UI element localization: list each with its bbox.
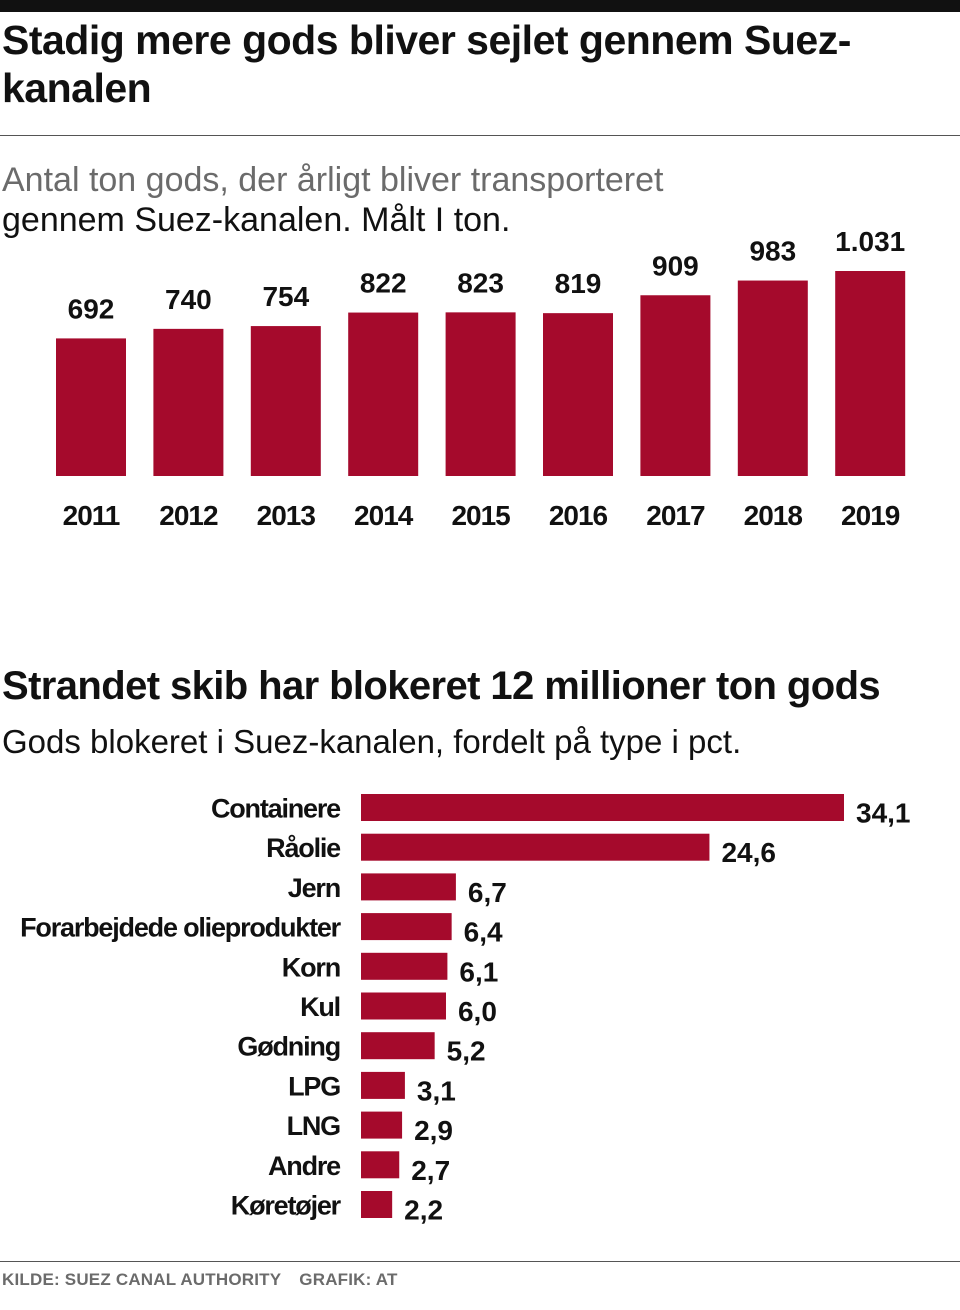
value-label-2017: 909 xyxy=(652,250,699,281)
bar-2011 xyxy=(56,338,126,476)
bar-2014 xyxy=(348,312,419,476)
value-label-2015: 823 xyxy=(457,267,504,298)
bar-2015 xyxy=(445,312,516,476)
year-label-2011: 2011 xyxy=(63,500,120,531)
category-label-kul: Kul xyxy=(300,992,340,1022)
bar-lng xyxy=(361,1111,403,1139)
bar-k-ret-jer xyxy=(361,1191,393,1218)
value-label-2014: 822 xyxy=(360,268,407,299)
category-label-korn: Korn xyxy=(282,952,340,982)
category-label-r-olie: Råolie xyxy=(266,833,341,863)
category-label-g-dning: Gødning xyxy=(237,1032,340,1062)
value-label-lng: 2,9 xyxy=(414,1115,453,1146)
value-label-g-dning: 5,2 xyxy=(447,1036,486,1067)
bar-2019 xyxy=(835,271,906,476)
title-divider xyxy=(0,135,960,136)
bar-g-dning xyxy=(361,1032,435,1060)
bar-jern xyxy=(361,873,456,901)
value-label-lpg: 3,1 xyxy=(417,1075,456,1106)
value-label-2019: 1.031 xyxy=(835,230,905,257)
subtitle-line-1: Antal ton gods, der årligt bliver transp… xyxy=(2,161,664,199)
graphic-credit: GRAFIK: AT xyxy=(299,1270,398,1289)
blocked-cargo-subtitle: Gods blokeret i Suez-kanalen, fordelt på… xyxy=(2,723,742,760)
blocked-cargo-title: Strandet skib har blokeret 12 millioner … xyxy=(2,664,881,708)
bar-2017 xyxy=(640,295,711,476)
footer: KILDE: SUEZ CANAL AUTHORITY GRAFIK: AT xyxy=(2,1270,398,1290)
top-bar xyxy=(0,0,960,12)
category-label-jern: Jern xyxy=(288,873,340,903)
bar-2018 xyxy=(737,280,808,476)
value-label-containere: 34,1 xyxy=(856,798,911,829)
year-label-2018: 2018 xyxy=(744,500,803,531)
category-label-containere: Containere xyxy=(211,794,341,824)
source-credit: KILDE: SUEZ CANAL AUTHORITY xyxy=(2,1270,282,1289)
category-label-k-ret-jer: Køretøjer xyxy=(231,1191,342,1221)
value-label-kul: 6,0 xyxy=(458,996,497,1027)
bar-2012 xyxy=(153,328,224,476)
category-label-forarbejdede-olieprodukter: Forarbejdede olieprodukter xyxy=(20,913,342,943)
footer-divider xyxy=(0,1261,960,1262)
bar-2013 xyxy=(250,326,321,476)
bar-lpg xyxy=(361,1071,405,1099)
year-label-2017: 2017 xyxy=(646,500,705,531)
value-label-2013: 754 xyxy=(262,281,309,312)
bar-forarbejdede-olieprodukter xyxy=(361,913,452,941)
bar-2016 xyxy=(543,313,613,476)
subtitle-line-2: gennem Suez-kanalen. Målt I ton. xyxy=(2,201,511,239)
bar-kul xyxy=(361,992,446,1020)
chart-title: Stadig mere gods bliver sejlet gennem Su… xyxy=(2,17,851,111)
cargo-type-bar-chart: Containere 34,1 Råolie 24,6 Jern 6,7 Forarbejd… xyxy=(20,794,911,1226)
value-label-2012: 740 xyxy=(165,284,212,315)
value-label-k-ret-jer: 2,2 xyxy=(404,1195,443,1226)
year-label-2019: 2019 xyxy=(841,500,900,531)
bar-andre xyxy=(361,1151,400,1179)
value-label-andre: 2,7 xyxy=(411,1155,450,1186)
category-label-lpg: LPG xyxy=(288,1071,340,1101)
value-label-2011: 692 xyxy=(68,293,115,324)
value-label-2016: 819 xyxy=(555,268,602,299)
bar-korn xyxy=(361,952,448,980)
bar-r-olie xyxy=(361,833,710,861)
year-label-2013: 2013 xyxy=(257,500,316,531)
value-label-r-olie: 24,6 xyxy=(721,837,776,868)
value-label-korn: 6,1 xyxy=(459,956,498,987)
chart-subtitle: Antal ton gods, der årligt bliver transp… xyxy=(2,160,762,240)
value-label-jern: 6,7 xyxy=(468,877,507,908)
value-label-2018: 983 xyxy=(749,236,796,267)
category-label-lng: LNG xyxy=(287,1111,341,1141)
year-label-2012: 2012 xyxy=(159,500,218,531)
value-label-forarbejdede-olieprodukter: 6,4 xyxy=(464,917,503,948)
category-label-andre: Andre xyxy=(268,1151,341,1181)
year-label-2015: 2015 xyxy=(451,500,510,531)
bar-containere xyxy=(361,794,844,821)
annual-cargo-bar-chart: 692 2011 740 2012 754 2013 822 2014 823 2015 819 20… xyxy=(56,230,906,531)
year-label-2014: 2014 xyxy=(354,500,414,531)
year-label-2016: 2016 xyxy=(549,500,608,531)
